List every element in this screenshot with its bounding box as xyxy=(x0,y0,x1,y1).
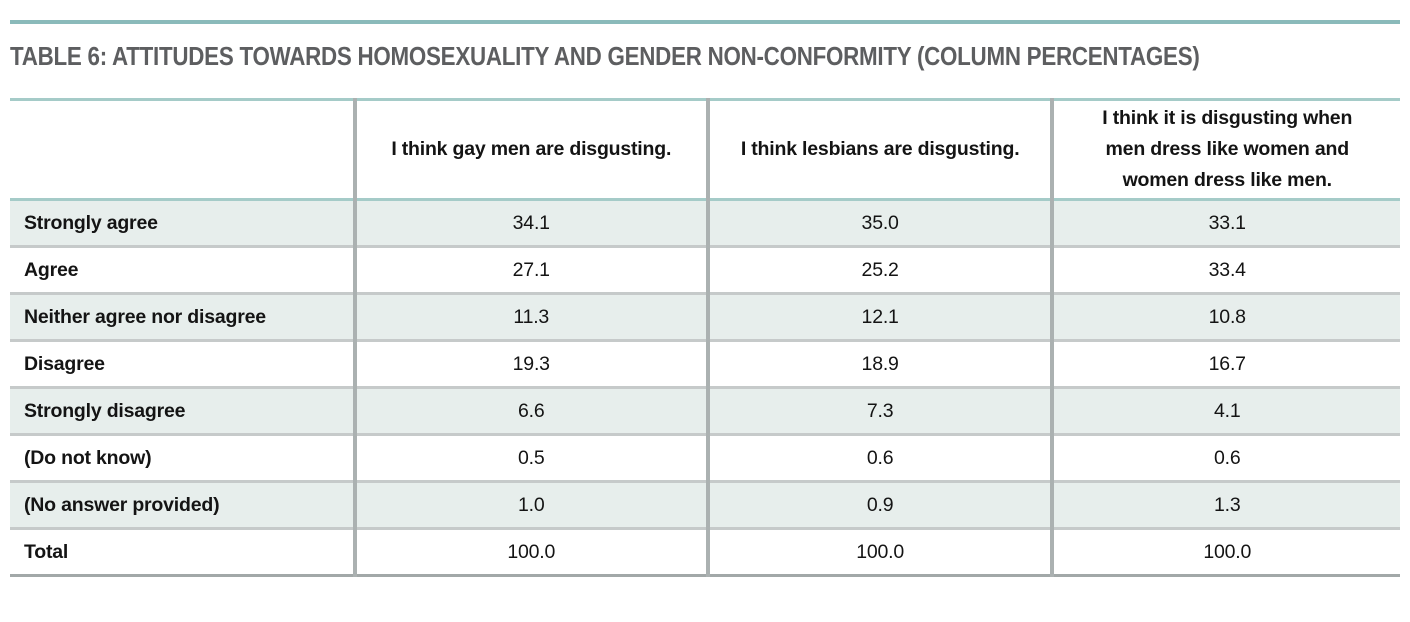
cell-value: 0.6 xyxy=(705,434,1053,484)
column-header-lesbians: I think lesbians are disgusting. xyxy=(705,98,1053,202)
cell-value: 10.8 xyxy=(1050,293,1400,343)
row-label: Agree xyxy=(10,246,355,296)
cell-value: 19.3 xyxy=(352,340,708,390)
cell-value: 18.9 xyxy=(705,340,1053,390)
table-row-strongly-disagree: Strongly disagree 6.6 7.3 4.1 xyxy=(10,387,1400,437)
table-row-strongly-agree: Strongly agree 34.1 35.0 33.1 xyxy=(10,199,1400,249)
attitudes-table: I think gay men are disgusting. I think … xyxy=(10,98,1400,578)
row-label: Disagree xyxy=(10,340,355,390)
row-label: (Do not know) xyxy=(10,434,355,484)
table-title: TABLE 6: ATTITUDES TOWARDS HOMOSEXUALITY… xyxy=(10,41,1400,71)
cell-value: 4.1 xyxy=(1050,387,1400,437)
cell-value: 7.3 xyxy=(705,387,1053,437)
cell-value: 0.9 xyxy=(705,481,1053,531)
cell-value: 100.0 xyxy=(1050,528,1400,578)
table-row-disagree: Disagree 19.3 18.9 16.7 xyxy=(10,340,1400,390)
table-row-neither: Neither agree nor disagree 11.3 12.1 10.… xyxy=(10,293,1400,343)
cell-value: 1.0 xyxy=(352,481,708,531)
cell-value: 6.6 xyxy=(352,387,708,437)
header-row: I think gay men are disgusting. I think … xyxy=(10,98,1400,202)
cell-value: 100.0 xyxy=(352,528,708,578)
corner-cell xyxy=(10,98,355,202)
cell-value: 100.0 xyxy=(705,528,1053,578)
cell-value: 1.3 xyxy=(1050,481,1400,531)
table-row-no-answer: (No answer provided) 1.0 0.9 1.3 xyxy=(10,481,1400,531)
cell-value: 11.3 xyxy=(352,293,708,343)
row-label: Strongly disagree xyxy=(10,387,355,437)
table-row-total: Total 100.0 100.0 100.0 xyxy=(10,528,1400,578)
cell-value: 0.5 xyxy=(352,434,708,484)
row-label: Total xyxy=(10,528,355,578)
cell-value: 25.2 xyxy=(705,246,1053,296)
cell-value: 27.1 xyxy=(352,246,708,296)
column-header-gender-nonconformity: I think it is disgusting when men dress … xyxy=(1050,98,1400,202)
cell-value: 35.0 xyxy=(705,199,1053,249)
cell-value: 16.7 xyxy=(1050,340,1400,390)
table-row-do-not-know: (Do not know) 0.5 0.6 0.6 xyxy=(10,434,1400,484)
table-title-text: TABLE 6: ATTITUDES TOWARDS HOMOSEXUALITY… xyxy=(10,41,1200,71)
cell-value: 33.1 xyxy=(1050,199,1400,249)
cell-value: 34.1 xyxy=(352,199,708,249)
report-page: TABLE 6: ATTITUDES TOWARDS HOMOSEXUALITY… xyxy=(0,20,1410,622)
cell-value: 0.6 xyxy=(1050,434,1400,484)
row-label: (No answer provided) xyxy=(10,481,355,531)
row-label: Neither agree nor disagree xyxy=(10,293,355,343)
row-label: Strongly agree xyxy=(10,199,355,249)
column-header-gay-men: I think gay men are disgusting. xyxy=(352,98,708,202)
cell-value: 33.4 xyxy=(1050,246,1400,296)
top-divider-rule xyxy=(10,20,1400,24)
cell-value: 12.1 xyxy=(705,293,1053,343)
table-row-agree: Agree 27.1 25.2 33.4 xyxy=(10,246,1400,296)
